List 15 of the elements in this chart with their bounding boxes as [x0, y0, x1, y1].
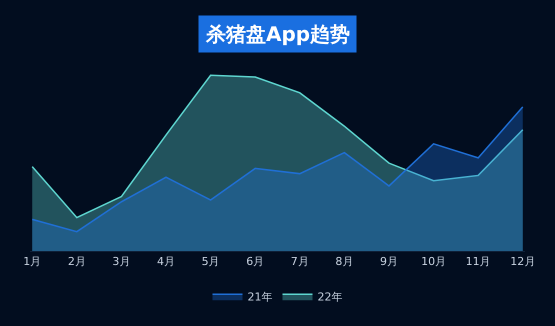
x-tick-label: 4月: [157, 255, 176, 268]
legend-label: 22年: [318, 290, 342, 304]
x-tick-label: 1月: [23, 255, 42, 268]
x-tick-label: 5月: [202, 255, 220, 268]
x-tick-label: 7月: [290, 255, 309, 268]
x-tick-label: 6月: [246, 255, 264, 268]
x-tick-label: 9月: [380, 255, 398, 268]
x-tick-label: 11月: [466, 255, 491, 268]
x-tick-label: 12月: [510, 255, 536, 268]
x-tick-label: 2月: [68, 255, 86, 268]
chart-title: 杀猪盘App趋势: [205, 22, 350, 46]
legend-label: 21年: [248, 290, 272, 304]
x-tick-label: 10月: [421, 255, 446, 268]
x-tick-label: 3月: [112, 255, 130, 268]
x-tick-label: 8月: [335, 255, 354, 268]
